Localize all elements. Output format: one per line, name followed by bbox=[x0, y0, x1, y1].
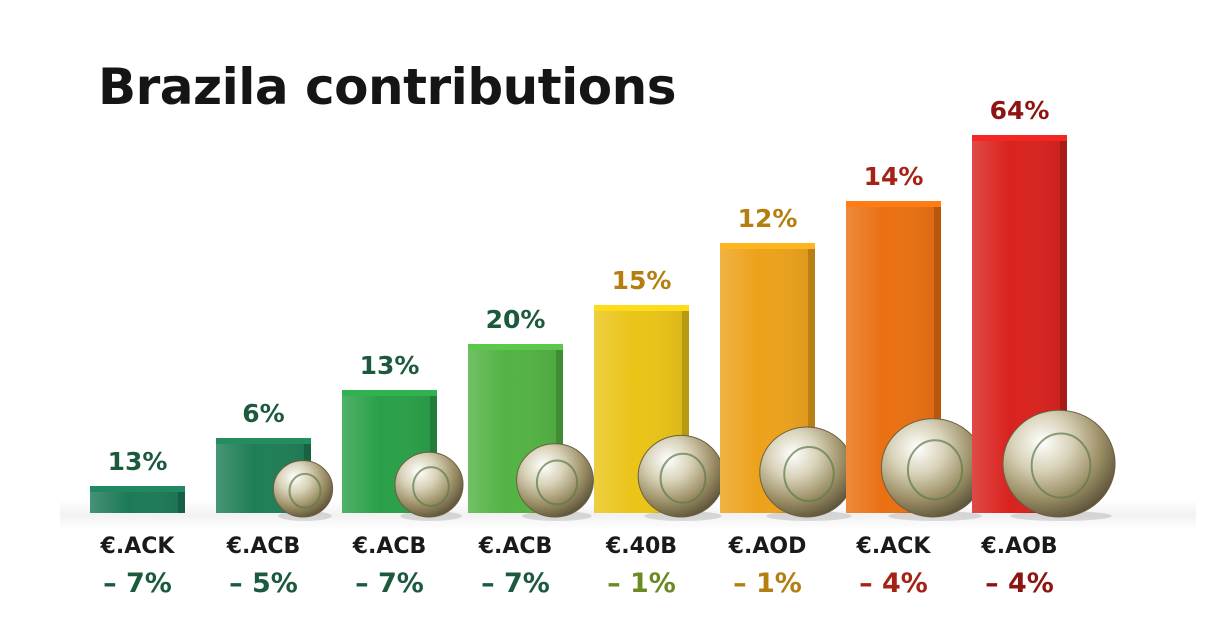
coin-engraving bbox=[288, 472, 322, 509]
value-label: 12% bbox=[738, 204, 798, 233]
coin-body bbox=[759, 426, 855, 518]
bar-top bbox=[342, 390, 437, 396]
bar-top bbox=[720, 243, 815, 249]
category-label: €.AOD bbox=[728, 534, 807, 559]
bar-8 bbox=[972, 135, 1067, 513]
bar-side bbox=[178, 486, 185, 513]
coin-engraving bbox=[783, 446, 835, 502]
category-label: €.40B bbox=[605, 534, 677, 559]
bar-1 bbox=[90, 486, 185, 513]
change-label: – 7% bbox=[481, 568, 550, 599]
category-label: €.ACK bbox=[856, 534, 932, 559]
category-label: €.ACB bbox=[352, 534, 427, 559]
coin-icon bbox=[880, 418, 986, 521]
coin-body bbox=[272, 460, 334, 518]
change-label: – 1% bbox=[733, 568, 802, 599]
coin-engraving bbox=[412, 466, 450, 508]
value-label: 6% bbox=[242, 399, 284, 428]
change-label: – 1% bbox=[607, 568, 676, 599]
bar-top bbox=[216, 438, 311, 444]
chart-title: Brazila contributions bbox=[98, 58, 676, 116]
change-label: – 7% bbox=[103, 568, 172, 599]
bars-layer: 13% €.ACK – 7% 6% €.ACB – 5% 13% €.ACB – 7% 20% €.… bbox=[90, 96, 1116, 599]
value-label: 64% bbox=[990, 96, 1050, 125]
value-label: 13% bbox=[108, 447, 168, 476]
coin-body bbox=[394, 451, 464, 518]
coin-body bbox=[637, 434, 725, 518]
coin-icon bbox=[1002, 409, 1116, 521]
change-label: – 7% bbox=[355, 568, 424, 599]
coin-engraving bbox=[659, 452, 707, 504]
coin-engraving bbox=[535, 459, 579, 506]
bar-top bbox=[972, 135, 1067, 141]
change-label: – 5% bbox=[229, 568, 298, 599]
coin-engraving bbox=[906, 439, 964, 501]
bar-side bbox=[808, 243, 815, 513]
category-label: €.ACB bbox=[478, 534, 553, 559]
coin-icon bbox=[516, 443, 594, 521]
coin-icon bbox=[272, 460, 334, 521]
bar-top bbox=[468, 344, 563, 350]
bar-side bbox=[682, 305, 689, 513]
bar-top bbox=[594, 305, 689, 311]
category-label: €.AOB bbox=[980, 534, 1057, 559]
coin-body bbox=[880, 418, 986, 518]
change-label: – 4% bbox=[985, 568, 1054, 599]
coin-body bbox=[1002, 409, 1116, 518]
bar-side bbox=[934, 201, 941, 513]
bar-top bbox=[90, 486, 185, 492]
bar-side bbox=[556, 344, 563, 513]
coin-body bbox=[516, 443, 594, 518]
category-label: €.ACB bbox=[226, 534, 301, 559]
change-label: – 4% bbox=[859, 568, 928, 599]
coin-icon bbox=[637, 434, 725, 521]
bar-3 bbox=[342, 390, 437, 513]
value-label: 14% bbox=[864, 162, 924, 191]
bar-4 bbox=[468, 344, 563, 513]
value-label: 15% bbox=[612, 266, 672, 295]
coin-icon bbox=[759, 426, 855, 521]
bar-side bbox=[1060, 135, 1067, 513]
coin-engraving bbox=[1030, 432, 1092, 499]
bar-top bbox=[846, 201, 941, 207]
coin-icon bbox=[394, 451, 464, 521]
bar-side bbox=[430, 390, 437, 513]
category-label: €.ACK bbox=[100, 534, 176, 559]
value-label: 20% bbox=[486, 305, 546, 334]
value-label: 13% bbox=[360, 351, 420, 380]
